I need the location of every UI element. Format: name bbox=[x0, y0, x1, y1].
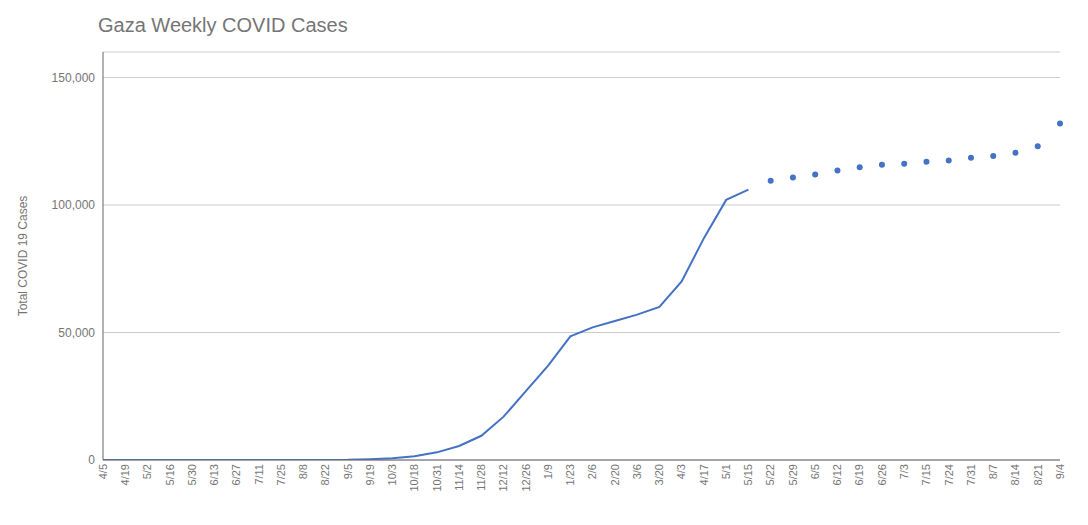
svg-text:5/2: 5/2 bbox=[141, 464, 153, 479]
svg-text:3/6: 3/6 bbox=[631, 464, 643, 479]
svg-text:6/19: 6/19 bbox=[854, 464, 866, 485]
svg-text:8/14: 8/14 bbox=[1009, 464, 1021, 485]
svg-text:9/4: 9/4 bbox=[1054, 464, 1066, 479]
svg-text:7/11: 7/11 bbox=[253, 464, 265, 485]
svg-text:4/19: 4/19 bbox=[119, 464, 131, 485]
svg-text:9/5: 9/5 bbox=[342, 464, 354, 479]
svg-text:7/24: 7/24 bbox=[943, 464, 955, 485]
svg-text:7/31: 7/31 bbox=[965, 464, 977, 485]
svg-text:8/7: 8/7 bbox=[987, 464, 999, 479]
svg-text:0: 0 bbox=[88, 453, 95, 467]
svg-text:5/1: 5/1 bbox=[720, 464, 732, 479]
svg-text:3/20: 3/20 bbox=[653, 464, 665, 485]
svg-text:2/6: 2/6 bbox=[586, 464, 598, 479]
svg-text:150,000: 150,000 bbox=[52, 71, 96, 85]
svg-text:5/15: 5/15 bbox=[742, 464, 754, 485]
svg-text:6/26: 6/26 bbox=[876, 464, 888, 485]
svg-text:5/29: 5/29 bbox=[787, 464, 799, 485]
svg-text:8/22: 8/22 bbox=[319, 464, 331, 485]
svg-text:12/12: 12/12 bbox=[497, 464, 509, 492]
svg-text:5/30: 5/30 bbox=[186, 464, 198, 485]
svg-text:6/13: 6/13 bbox=[208, 464, 220, 485]
svg-text:100,000: 100,000 bbox=[52, 198, 96, 212]
svg-text:4/17: 4/17 bbox=[698, 464, 710, 485]
svg-text:10/3: 10/3 bbox=[386, 464, 398, 485]
svg-text:11/14: 11/14 bbox=[453, 464, 465, 491]
svg-text:6/12: 6/12 bbox=[831, 464, 843, 485]
svg-text:1/9: 1/9 bbox=[542, 464, 554, 479]
svg-text:8/8: 8/8 bbox=[297, 464, 309, 479]
svg-text:8/21: 8/21 bbox=[1032, 464, 1044, 485]
svg-text:50,000: 50,000 bbox=[58, 326, 95, 340]
svg-text:10/31: 10/31 bbox=[431, 464, 443, 492]
svg-text:5/16: 5/16 bbox=[164, 464, 176, 485]
svg-text:7/25: 7/25 bbox=[275, 464, 287, 485]
svg-text:7/3: 7/3 bbox=[898, 464, 910, 479]
svg-text:Total COVID 19 Cases: Total COVID 19 Cases bbox=[16, 196, 30, 317]
svg-text:4/5: 4/5 bbox=[97, 464, 109, 479]
svg-text:4/3: 4/3 bbox=[675, 464, 687, 479]
svg-text:9/19: 9/19 bbox=[364, 464, 376, 485]
svg-text:2/20: 2/20 bbox=[609, 464, 621, 485]
svg-text:7/15: 7/15 bbox=[920, 464, 932, 485]
svg-text:6/27: 6/27 bbox=[230, 464, 242, 485]
svg-text:1/23: 1/23 bbox=[564, 464, 576, 485]
svg-text:6/5: 6/5 bbox=[809, 464, 821, 479]
svg-text:10/18: 10/18 bbox=[408, 464, 420, 492]
svg-text:12/26: 12/26 bbox=[520, 464, 532, 492]
svg-text:5/22: 5/22 bbox=[764, 464, 776, 485]
svg-text:11/28: 11/28 bbox=[475, 464, 487, 491]
html-text:Gaza Weekly COVID Cases: Gaza Weekly COVID Cases bbox=[98, 14, 348, 36]
